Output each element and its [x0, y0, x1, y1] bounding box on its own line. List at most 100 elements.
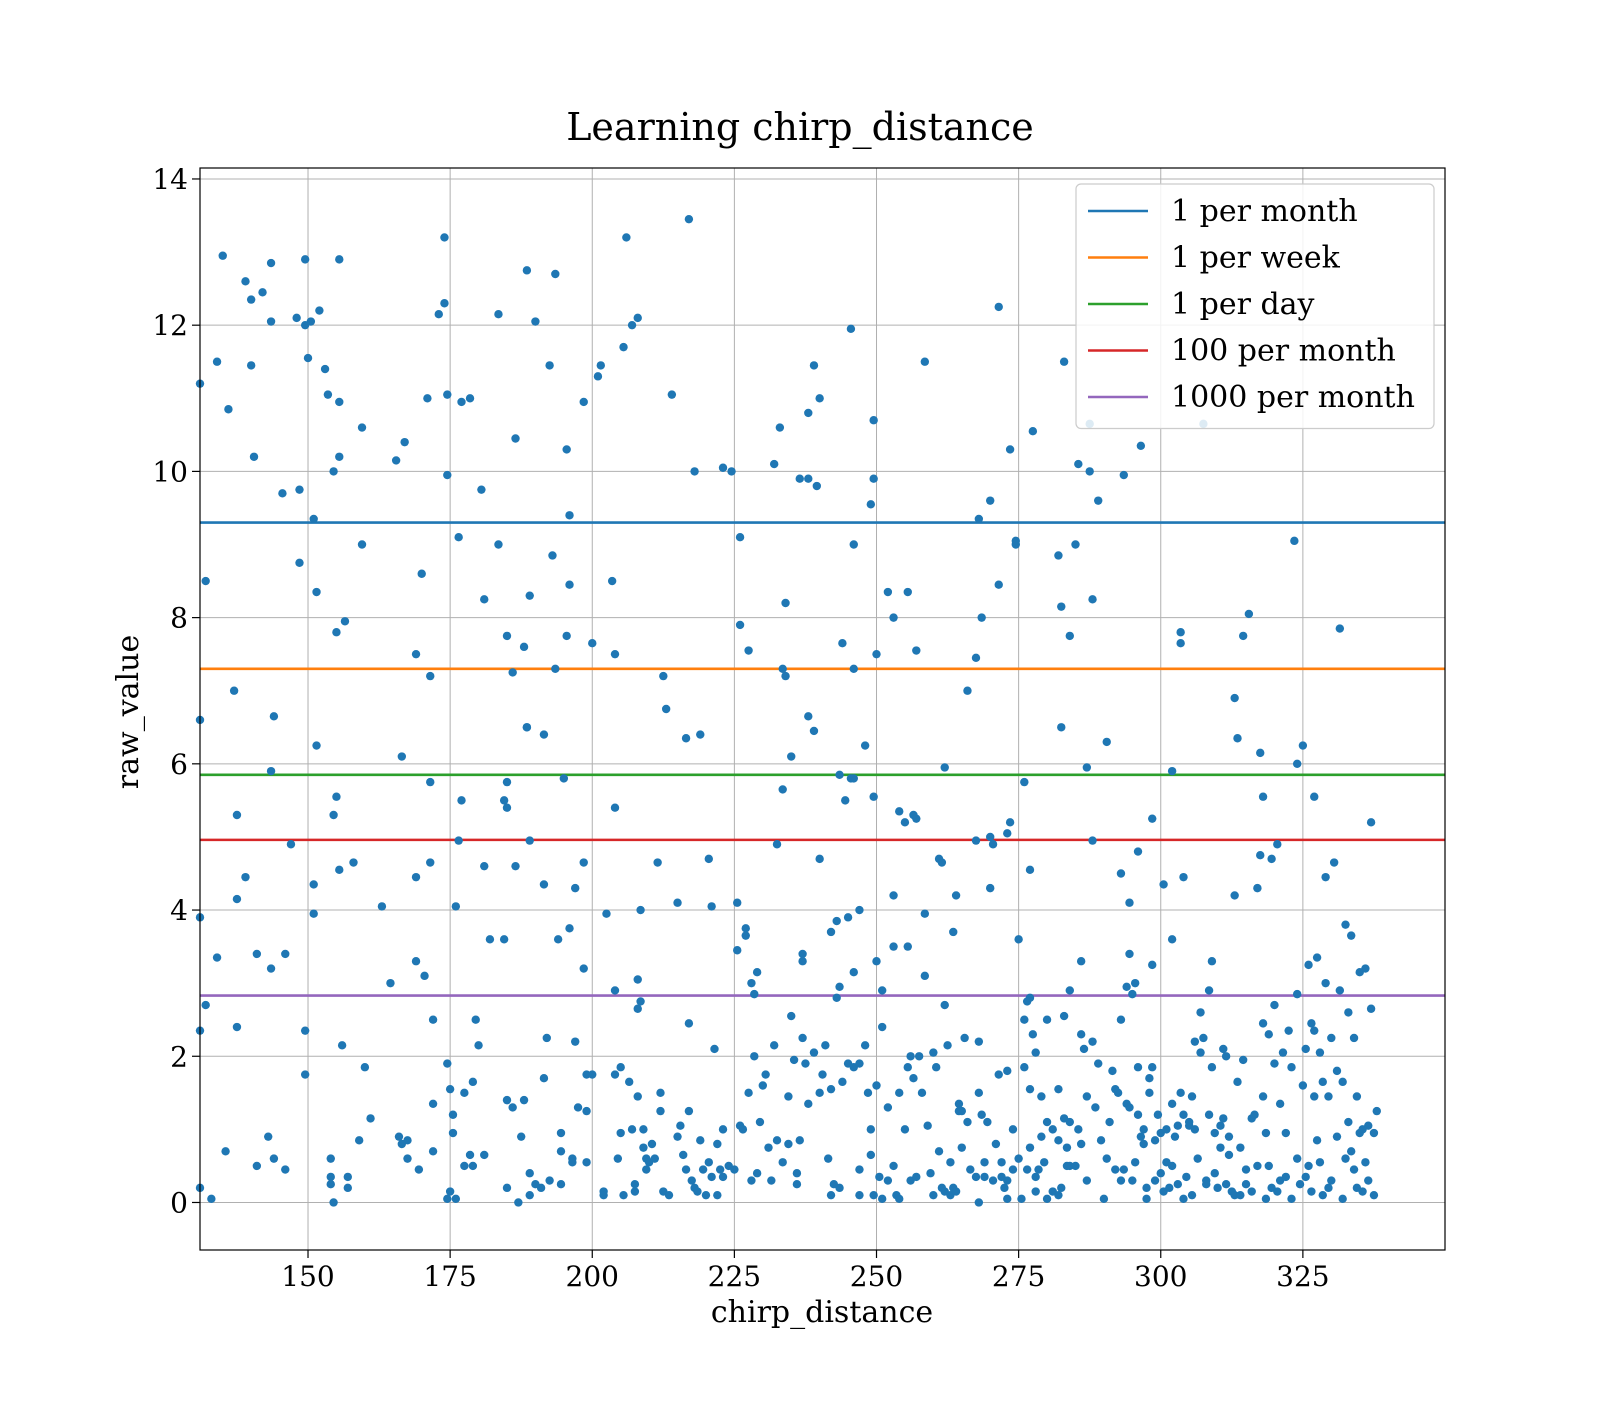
- data-point: [400, 437, 409, 447]
- data-point: [354, 1136, 364, 1145]
- data-point: [1170, 1132, 1180, 1141]
- data-point: [1182, 1172, 1191, 1182]
- data-point: [1094, 1059, 1103, 1068]
- data-point: [889, 1161, 898, 1171]
- data-point: [877, 1194, 887, 1204]
- data-point: [556, 1147, 566, 1156]
- data-point: [1176, 639, 1185, 648]
- data-point: [1332, 1066, 1342, 1076]
- data-point: [1230, 891, 1239, 900]
- y-axis-label: raw_value: [111, 635, 146, 789]
- data-point: [676, 1121, 685, 1130]
- data-point: [502, 803, 512, 812]
- data-point: [983, 1117, 992, 1127]
- data-point: [323, 390, 333, 399]
- data-point: [1054, 1190, 1063, 1200]
- data-point: [929, 1190, 938, 1200]
- data-point: [1281, 1172, 1291, 1182]
- data-point: [1048, 1125, 1057, 1134]
- data-point: [920, 909, 930, 918]
- x-tick-label: 175: [423, 1260, 476, 1293]
- data-point: [1312, 953, 1322, 962]
- data-point: [1258, 1092, 1268, 1101]
- data-point: [281, 949, 290, 959]
- data-point: [636, 905, 645, 915]
- data-point: [562, 445, 571, 454]
- data-point: [778, 1158, 787, 1167]
- data-point: [795, 474, 804, 483]
- data-point: [1136, 441, 1146, 451]
- data-point: [1119, 1165, 1129, 1174]
- data-point: [619, 1190, 628, 1200]
- data-point: [704, 1158, 714, 1167]
- data-point: [1136, 1132, 1146, 1141]
- data-point: [1162, 1125, 1171, 1134]
- data-point: [281, 1165, 290, 1174]
- data-point: [1241, 1180, 1251, 1189]
- x-tick-label: 275: [992, 1260, 1045, 1293]
- data-point: [1258, 792, 1268, 801]
- data-point: [394, 1132, 404, 1141]
- data-point: [1040, 1158, 1049, 1167]
- data-point: [426, 671, 435, 681]
- data-point: [684, 214, 694, 224]
- data-point: [667, 390, 677, 399]
- data-point: [252, 1161, 262, 1171]
- data-point: [1318, 1077, 1327, 1087]
- data-point: [701, 1190, 711, 1200]
- data-point: [1159, 880, 1168, 889]
- data-point: [778, 664, 787, 673]
- chart-title: Learning chirp_distance: [566, 105, 1034, 150]
- data-point: [639, 1125, 648, 1134]
- data-point: [798, 1033, 807, 1043]
- data-point: [471, 1015, 480, 1024]
- data-point: [937, 858, 947, 867]
- data-point: [556, 1128, 566, 1138]
- data-point: [801, 1059, 810, 1068]
- data-point: [1281, 1128, 1291, 1138]
- data-point: [332, 792, 341, 801]
- data-point: [1284, 1026, 1293, 1035]
- data-point: [1290, 536, 1299, 546]
- legend-label: 1 per day: [1171, 287, 1315, 322]
- data-point: [1116, 1015, 1126, 1024]
- data-point: [502, 777, 512, 787]
- data-point: [1082, 763, 1092, 772]
- data-point: [1042, 1117, 1052, 1127]
- data-point: [826, 1084, 836, 1094]
- data-point: [693, 1187, 702, 1196]
- data-point: [877, 1022, 887, 1032]
- data-point: [417, 569, 426, 578]
- data-point: [295, 558, 304, 567]
- x-axis-label: chirp_distance: [711, 1295, 933, 1330]
- data-point: [960, 1033, 969, 1043]
- data-point: [866, 1150, 876, 1160]
- data-point: [698, 1165, 708, 1174]
- data-point: [750, 1052, 759, 1061]
- data-point: [1344, 1117, 1353, 1127]
- data-point: [1210, 1169, 1219, 1178]
- data-point: [545, 361, 554, 370]
- data-point: [1062, 1143, 1072, 1152]
- data-point: [835, 1183, 844, 1193]
- data-point: [1292, 1154, 1302, 1163]
- data-point: [627, 1125, 637, 1134]
- data-point: [923, 1121, 932, 1130]
- data-point: [1292, 989, 1302, 999]
- data-point: [943, 1041, 952, 1050]
- data-point: [1358, 1187, 1367, 1196]
- data-point: [335, 865, 344, 875]
- data-point: [1307, 1187, 1316, 1196]
- data-point: [940, 763, 949, 772]
- data-point: [1005, 445, 1015, 454]
- data-point: [320, 364, 330, 374]
- data-point: [1014, 935, 1023, 944]
- data-point: [1190, 1125, 1200, 1134]
- data-point: [508, 1103, 517, 1112]
- data-point: [602, 909, 611, 918]
- data-point: [954, 1099, 964, 1108]
- data-point: [747, 1176, 756, 1185]
- data-point: [696, 1136, 705, 1145]
- data-point: [974, 1198, 984, 1207]
- data-point: [1165, 1183, 1174, 1193]
